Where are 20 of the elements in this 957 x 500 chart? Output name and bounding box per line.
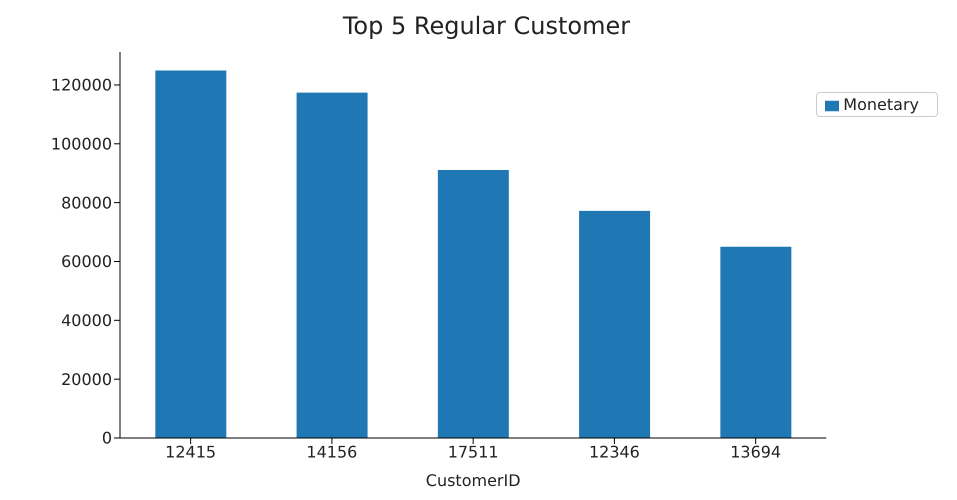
- y-tick-label: 20000: [61, 370, 112, 389]
- x-axis-title: CustomerID: [426, 471, 521, 490]
- bar: [720, 246, 792, 438]
- bar: [155, 70, 226, 438]
- x-tick-label: 17511: [448, 442, 499, 462]
- y-tick-label: 100000: [50, 134, 112, 154]
- bar: [438, 170, 509, 438]
- bar: [296, 92, 368, 438]
- x-tick-label: 14156: [306, 442, 358, 462]
- x-tick-label: 12346: [588, 442, 640, 462]
- y-tick-label: 80000: [61, 193, 112, 212]
- y-tick-label: 120000: [50, 76, 112, 95]
- legend-label: Monetary: [843, 95, 919, 114]
- y-tick-label: 40000: [61, 310, 112, 330]
- x-tick-label: 12415: [165, 442, 216, 462]
- x-tick-label: 13694: [730, 442, 782, 462]
- y-tick-label: 60000: [61, 252, 112, 272]
- chart-title: Top 5 Regular Customer: [342, 11, 632, 42]
- bar: [579, 210, 650, 438]
- y-tick-label: 0: [102, 428, 112, 448]
